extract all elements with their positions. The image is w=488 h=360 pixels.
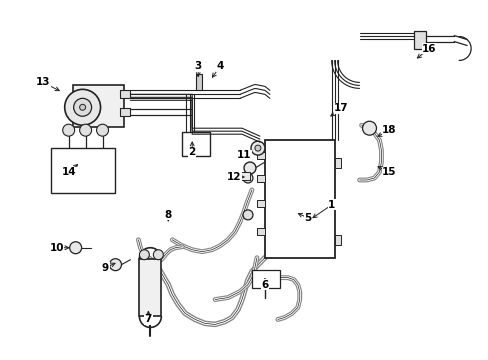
Bar [139,259,161,316]
Bar [256,152,264,159]
Circle shape [69,242,81,254]
Bar [256,200,264,207]
Bar [264,140,334,258]
Circle shape [64,89,101,125]
Text: 4: 4 [216,62,224,71]
Circle shape [109,259,121,271]
Circle shape [243,173,252,183]
Bar [256,175,264,182]
Bar [120,108,130,116]
Bar [334,235,340,245]
Text: 6: 6 [261,280,268,289]
Text: 3: 3 [194,62,202,71]
Text: 14: 14 [61,167,76,177]
Circle shape [80,124,91,136]
Text: 11: 11 [236,150,251,160]
Text: 2: 2 [188,147,195,157]
Text: 18: 18 [382,125,396,135]
Bar [120,90,130,98]
Circle shape [243,210,252,220]
Bar [256,228,264,235]
Bar [196,75,202,90]
Circle shape [153,250,163,260]
Circle shape [62,124,75,136]
Circle shape [74,98,91,116]
Text: 15: 15 [382,167,396,177]
Circle shape [250,141,264,155]
Bar [182,132,210,156]
Text: 8: 8 [164,210,172,220]
Text: 10: 10 [49,243,64,253]
Circle shape [80,104,85,110]
Text: 1: 1 [327,200,335,210]
Text: 12: 12 [226,172,241,182]
Bar [73,85,124,127]
Circle shape [96,124,108,136]
Bar [251,270,279,288]
Bar [334,158,340,168]
Text: 9: 9 [102,263,109,273]
Circle shape [139,250,149,260]
Circle shape [254,145,261,151]
Bar [413,31,426,49]
Circle shape [244,162,255,174]
Text: 17: 17 [334,103,348,113]
Text: 13: 13 [36,77,50,87]
Text: 5: 5 [304,213,311,223]
Text: 16: 16 [421,44,436,54]
Text: 7: 7 [144,314,152,324]
Bar [51,148,115,193]
Bar [238,172,249,180]
Circle shape [362,121,376,135]
